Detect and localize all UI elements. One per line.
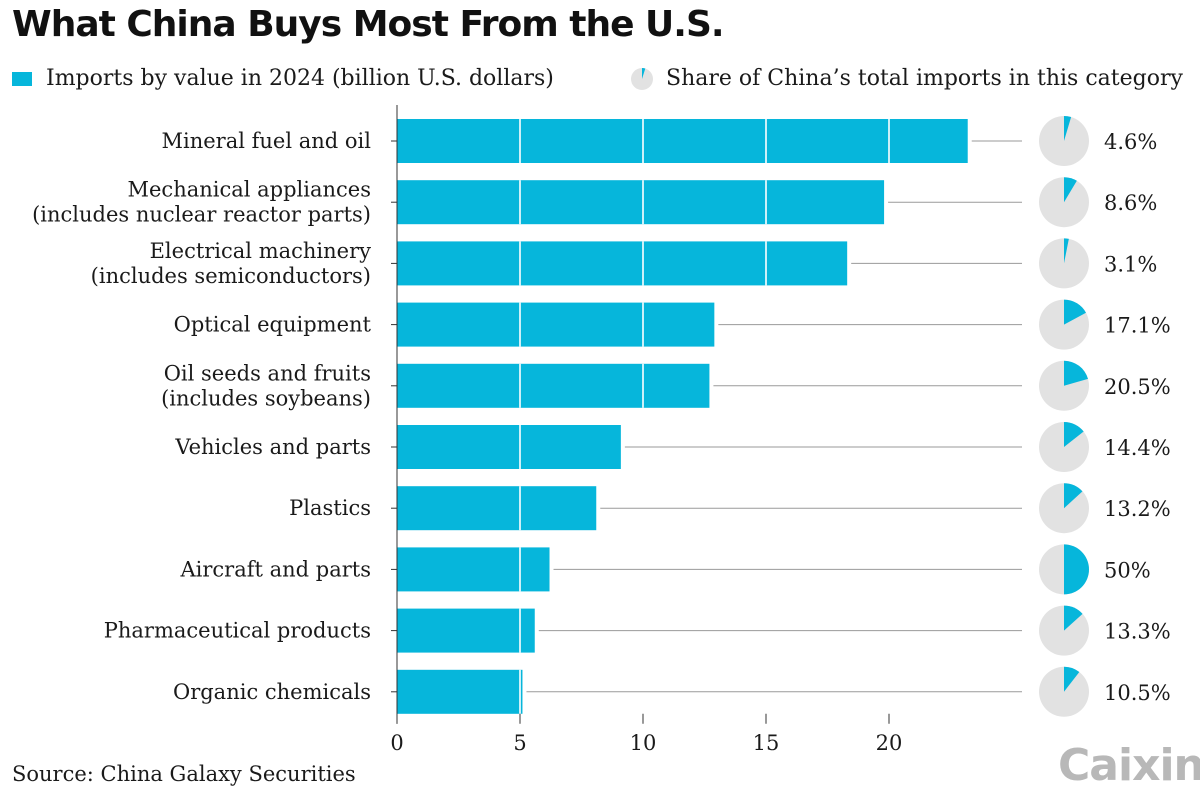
category-label: Optical equipment bbox=[174, 313, 372, 337]
x-tick-label: 20 bbox=[876, 731, 903, 755]
x-tick-label: 10 bbox=[630, 731, 657, 755]
share-pie-slice bbox=[1064, 544, 1089, 595]
bar bbox=[397, 363, 710, 408]
category-sublabel: (includes semiconductors) bbox=[91, 264, 371, 288]
category-label: Vehicles and parts bbox=[174, 435, 371, 459]
bar bbox=[397, 547, 550, 592]
legend-pies: Share of China’s total imports in this c… bbox=[630, 66, 1183, 91]
bar bbox=[397, 669, 523, 714]
bar bbox=[397, 425, 621, 469]
category-label: Aircraft and parts bbox=[179, 557, 371, 581]
share-label: 20.5% bbox=[1104, 375, 1171, 399]
share-pie-slice bbox=[1064, 666, 1080, 692]
share-label: 4.6% bbox=[1104, 130, 1157, 154]
share-pie-slice bbox=[1064, 238, 1069, 264]
bar bbox=[397, 119, 968, 163]
category-label: Mechanical appliances bbox=[128, 178, 372, 202]
share-label: 8.6% bbox=[1104, 191, 1157, 215]
legend-bars-label: Imports by value in 2024 (billion U.S. d… bbox=[46, 66, 554, 91]
legend-pies-label: Share of China’s total imports in this c… bbox=[666, 66, 1183, 91]
x-tick-label: 5 bbox=[513, 731, 526, 755]
share-pie-slice bbox=[1064, 483, 1083, 509]
category-sublabel: (includes nuclear reactor parts) bbox=[32, 203, 371, 227]
share-label: 14.4% bbox=[1104, 436, 1171, 460]
bar bbox=[397, 180, 885, 225]
category-sublabel: (includes soybeans) bbox=[161, 386, 371, 410]
caixin-logo: Caixin bbox=[1058, 740, 1200, 791]
share-pie-slice bbox=[1064, 299, 1086, 325]
share-pie-slice bbox=[1064, 116, 1072, 141]
share-pie-slice bbox=[1064, 605, 1083, 631]
legend-pie-icon bbox=[631, 67, 653, 90]
x-tick-label: 0 bbox=[390, 731, 403, 755]
share-label: 13.3% bbox=[1104, 620, 1171, 644]
share-pie-slice bbox=[1064, 360, 1089, 386]
category-label: Mineral fuel and oil bbox=[162, 129, 372, 153]
share-label: 13.2% bbox=[1104, 497, 1171, 521]
legend-bars: Imports by value in 2024 (billion U.S. d… bbox=[12, 66, 554, 91]
category-label: Pharmaceutical products bbox=[104, 619, 371, 643]
bar bbox=[397, 608, 535, 653]
category-label: Organic chemicals bbox=[173, 680, 371, 704]
share-label: 10.5% bbox=[1104, 681, 1171, 705]
category-label: Electrical machinery bbox=[150, 239, 372, 263]
bar bbox=[397, 486, 597, 531]
chart-title: What China Buys Most From the U.S. bbox=[12, 4, 725, 45]
category-label: Oil seeds and fruits bbox=[164, 361, 371, 385]
share-pie-slice bbox=[1064, 177, 1077, 203]
share-label: 17.1% bbox=[1104, 314, 1171, 338]
bar bbox=[397, 302, 715, 347]
x-tick-label: 15 bbox=[753, 731, 780, 755]
share-label: 50% bbox=[1104, 558, 1151, 582]
legend-bar-swatch bbox=[12, 71, 32, 86]
bar bbox=[397, 241, 848, 286]
share-label: 3.1% bbox=[1104, 252, 1157, 276]
source-note: Source: China Galaxy Securities bbox=[12, 762, 356, 786]
share-pie-slice bbox=[1064, 422, 1084, 447]
category-label: Plastics bbox=[289, 496, 371, 520]
